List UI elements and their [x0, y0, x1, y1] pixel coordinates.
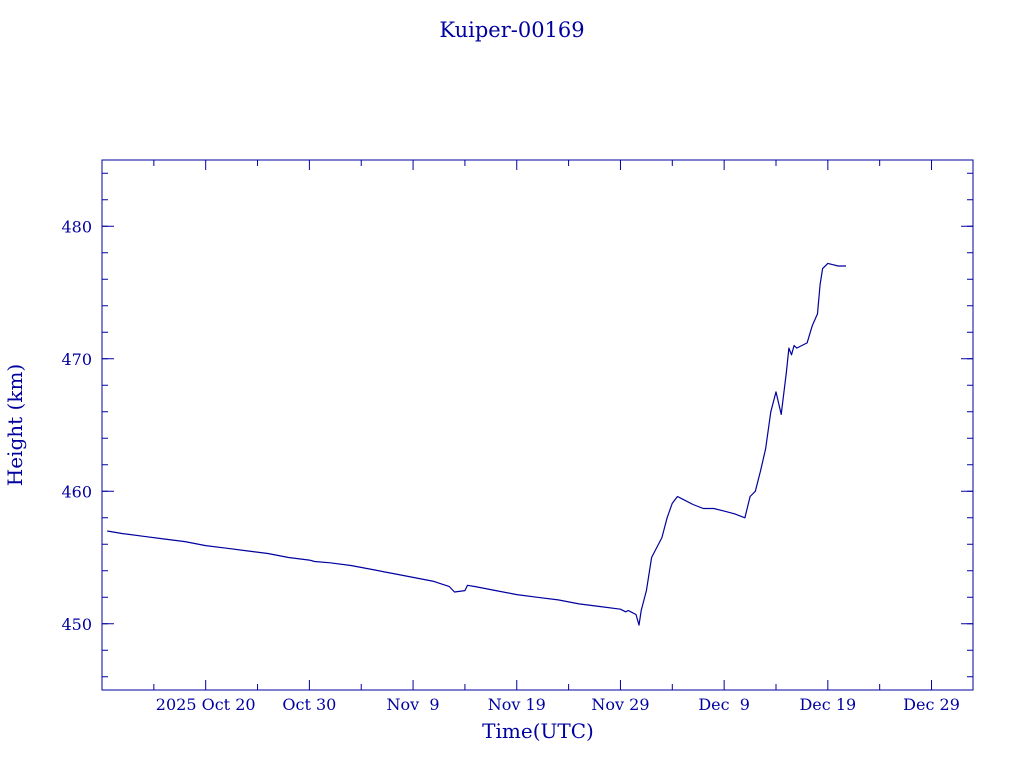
- plot-frame: [101, 159, 974, 691]
- x-tick-label: Dec 19: [799, 695, 856, 714]
- x-tick-label: Dec 9: [698, 695, 750, 714]
- x-tick-label: Nov 19: [488, 695, 546, 714]
- x-tick-label: Nov 29: [591, 695, 649, 714]
- y-tick-label: 480: [61, 217, 92, 236]
- x-tick-label: Dec 29: [903, 695, 960, 714]
- x-axis-label: Time(UTC): [482, 719, 594, 743]
- chart-title: Kuiper-00169: [439, 18, 584, 42]
- series-line-height: [107, 262, 846, 626]
- x-tick-label: Nov 9: [387, 695, 440, 714]
- y-tick-label: 470: [61, 350, 92, 369]
- axis-tick-labels: 2025 Oct 20 Oct 30 Nov 9 Nov 19 Nov 29 Dec 9 D…: [61, 217, 959, 714]
- axis-ticks: [101, 160, 973, 690]
- y-tick-label: 450: [61, 615, 92, 634]
- y-axis-label: Height (km): [3, 364, 27, 486]
- x-tick-label: Oct 30: [282, 695, 336, 714]
- x-tick-label: 2025 Oct 20: [156, 695, 256, 714]
- y-tick-label: 460: [61, 482, 92, 501]
